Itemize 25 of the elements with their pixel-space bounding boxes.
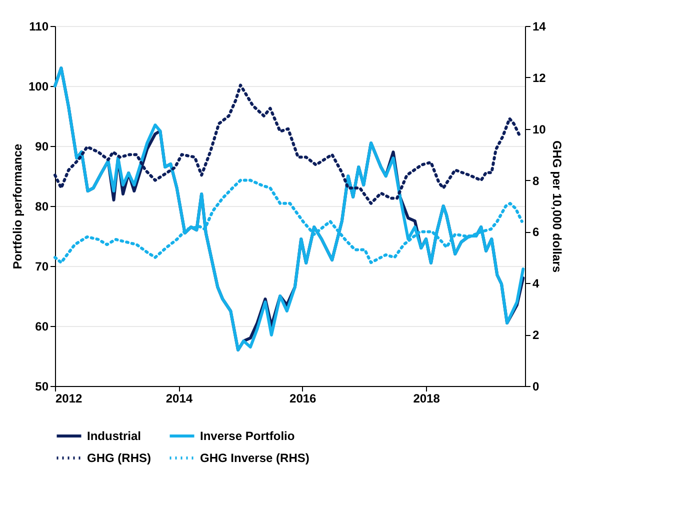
y2-tick-label: 12	[532, 70, 546, 85]
y2-tick-label: 0	[532, 380, 540, 394]
y2-axis-title: GHG per 10,000 dollars	[550, 140, 564, 273]
legend-label: Inverse Portfolio	[200, 429, 295, 443]
y-tick-label: 110	[29, 20, 49, 34]
y2-tick-label: 8	[532, 174, 540, 188]
y-axis-title: Portfolio performance	[10, 144, 24, 270]
y-tick-label: 90	[35, 140, 49, 154]
y2-tick-label: 2	[532, 328, 540, 342]
legend-label: Industrial	[87, 429, 142, 443]
y2-tick-label: 10	[532, 122, 546, 136]
y2-tick-label: 4	[532, 276, 540, 291]
y-tick-label: 80	[35, 200, 49, 214]
y-tick-label: 100	[28, 80, 49, 94]
x-tick-label: 2018	[413, 392, 440, 406]
y-tick-label: 70	[35, 260, 49, 274]
legend-label: GHG Inverse (RHS)	[200, 451, 310, 465]
y2-tick-label: 6	[532, 225, 540, 240]
x-tick-label: 2012	[56, 392, 83, 406]
legend-label: GHG (RHS)	[87, 451, 151, 465]
x-tick-label: 2014	[166, 392, 193, 406]
y-tick-label: 50	[35, 380, 49, 394]
y-tick-label: 60	[35, 320, 49, 334]
x-tick-label: 2016	[290, 392, 317, 406]
y2-tick-label: 14	[532, 20, 546, 34]
